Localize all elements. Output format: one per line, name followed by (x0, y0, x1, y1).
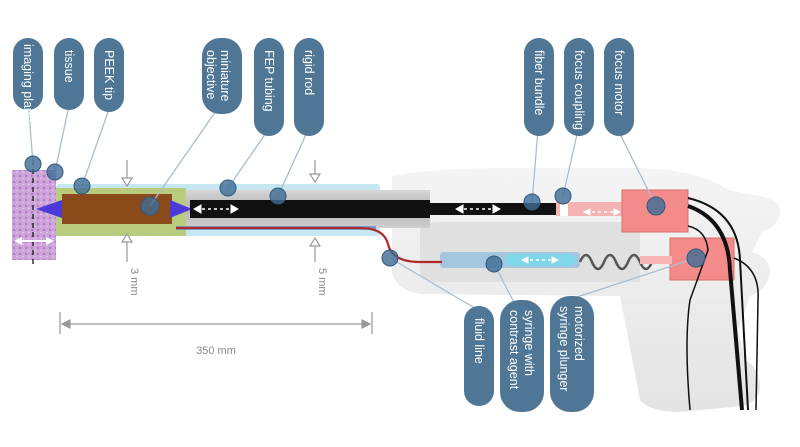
light-arrow-right-icon (170, 200, 192, 218)
callout-focus-coupling: focus coupling (564, 38, 594, 136)
motorized-label: motorized (572, 306, 586, 361)
coupling-white-block (560, 204, 568, 216)
callout-motorized-syringe: motorized syringe plunger (550, 296, 594, 412)
focus-motor-label: focus motor (612, 50, 626, 115)
tip-diameter-label: 3 mm (128, 268, 140, 296)
callout-focus-motor: focus motor (604, 38, 634, 136)
callout-fep-tubing: FEP tubing (254, 38, 284, 136)
syringe-contrast (506, 254, 576, 266)
focus-coupling (556, 202, 626, 216)
callout-rigid-rod: rigid rod (294, 38, 324, 136)
coupling-arrows-icon (582, 208, 622, 216)
focus-coupling-label: focus coupling (572, 50, 586, 130)
contrast-agent-label: contrast agent (507, 310, 521, 390)
fep-tubing-label: FEP tubing (262, 50, 276, 112)
peek-tip-label: PEEK tip (102, 50, 116, 100)
callout-imaging-plane: imaging plane (13, 38, 43, 122)
syringe-with-label: syringe with (522, 310, 536, 376)
light-arrow-left-icon (36, 200, 62, 218)
callout-peek-tip: PEEK tip (94, 38, 124, 112)
callout-miniature-objective: miniature objective (202, 38, 242, 114)
motor-cables (686, 197, 759, 411)
callout-tissue: tissue (54, 38, 84, 110)
rod-diameter-label: 5 mm (316, 268, 328, 296)
tissue-block (12, 170, 56, 260)
callout-fluid-line: fluid line (464, 306, 494, 406)
callout-dots (24, 155, 706, 273)
miniature-label: miniature (218, 50, 232, 101)
tissue-label: tissue (62, 50, 76, 83)
tissue-arrow-icon (14, 237, 54, 245)
length-dimension-marker (59, 312, 373, 334)
callout-fiber-bundle: fiber bundle (524, 38, 554, 136)
syringe-arrows-icon (520, 256, 560, 264)
fluid-line (176, 226, 442, 264)
objective-label: objective (204, 50, 218, 99)
imaging-plane-label: imaging plane (21, 44, 35, 122)
tip-dimension-marker (120, 160, 134, 262)
fiber-core (190, 200, 430, 218)
fiber-bundle-label: fiber bundle (532, 50, 546, 115)
focus-arrows-rod-icon (192, 204, 240, 214)
fluid-line-label: fluid line (472, 318, 486, 364)
rod-dimension-marker (308, 160, 322, 262)
plunger-rod (640, 256, 672, 264)
syringe-plunger-label: syringe plunger (557, 306, 571, 391)
leader-lines (27, 99, 697, 311)
focus-arrows-bundle-icon (454, 204, 502, 214)
callout-syringe-contrast: syringe with contrast agent (500, 300, 544, 412)
rigid-rod-label: rigid rod (302, 50, 316, 95)
length-label: 350 mm (196, 345, 236, 357)
